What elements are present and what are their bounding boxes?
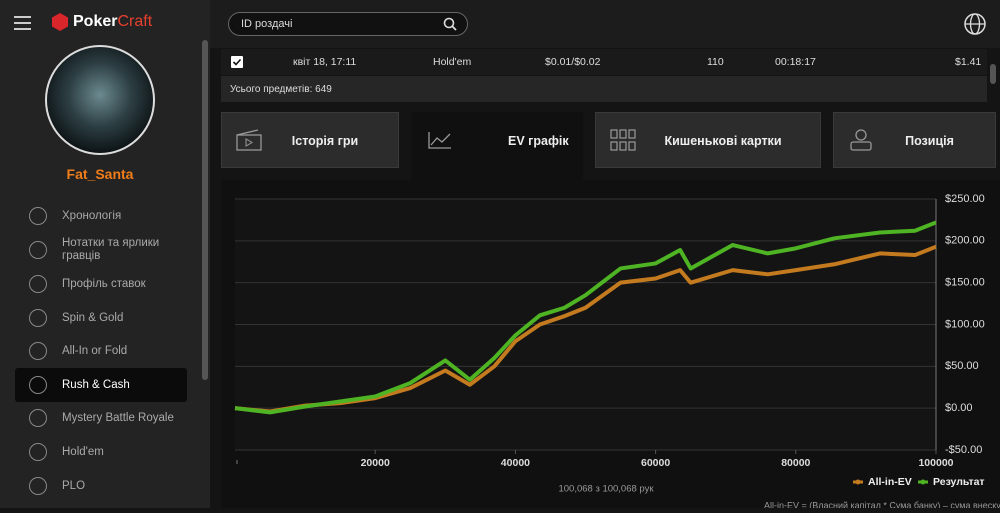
tab[interactable]: Позиція <box>833 112 996 168</box>
nav-item[interactable]: Mystery Battle Royale <box>15 401 187 435</box>
legend-label: Результат <box>933 476 985 488</box>
nav-item[interactable]: Хронологія <box>15 199 187 233</box>
nav-label: Профіль ставок <box>62 277 146 290</box>
scrollbar[interactable] <box>202 40 208 380</box>
search-placeholder: ID роздачі <box>241 18 293 30</box>
avatar <box>45 45 155 155</box>
y-tick-label: -$50.00 <box>945 444 982 456</box>
nav-label: Хронологія <box>62 209 122 222</box>
nav-label: Нотатки та ярлики гравців <box>62 237 160 262</box>
legend-swatch <box>855 479 861 485</box>
hand-counter: 100,068 з 100,068 рук <box>558 484 654 495</box>
logo-product: Craft <box>117 13 153 30</box>
nav-icon <box>29 207 47 225</box>
nav-icon <box>29 409 47 427</box>
menu-icon[interactable] <box>14 15 32 31</box>
y-tick-label: $250.00 <box>945 193 985 205</box>
tab-label: EV графік <box>508 134 569 148</box>
nav-item[interactable]: Spin & Gold <box>15 301 187 335</box>
search-icon[interactable] <box>443 17 457 31</box>
x-tick-label: 40000 <box>501 457 530 469</box>
nav-item[interactable]: Rush & Cash <box>15 368 187 402</box>
y-tick-label: $150.00 <box>945 277 985 289</box>
y-tick-label: $100.00 <box>945 318 985 330</box>
cell: $1.41 <box>955 56 982 68</box>
nav-icon <box>29 342 47 360</box>
nav-item[interactable]: Hold'em <box>15 435 187 469</box>
nav-icon <box>29 477 47 495</box>
nav-icon <box>29 275 47 293</box>
legend-label: All-in-EV <box>868 476 912 488</box>
tab[interactable]: Історія гри <box>221 112 399 168</box>
nav-label: PLO <box>62 479 86 492</box>
nav-icon <box>29 241 47 259</box>
footnote: All-in-EV = (Власний капітал * Сума банк… <box>764 500 1000 508</box>
legend-swatch <box>920 479 926 485</box>
cell: $0.01/$0.02 <box>545 56 601 68</box>
cell: Hold'em <box>433 56 472 68</box>
logo-icon <box>52 13 68 31</box>
nav-icon <box>29 376 47 394</box>
x-tick-label: 100000 <box>918 457 953 469</box>
username: Fat_Santa <box>66 166 134 182</box>
logo: PokerCraft <box>73 13 152 31</box>
nav-icon <box>29 443 47 461</box>
total-count: Усього предметів: 649 <box>230 84 332 95</box>
chart-panel: $250.00 $200.00 $150.00 $100.00 $50.00 $0.00 -… <box>221 180 1000 510</box>
chart: $250.00 $200.00 $150.00 $100.00 $50.00 $0.00 -… <box>234 193 1000 510</box>
scrollbar[interactable] <box>990 64 996 84</box>
tab-icon <box>428 132 451 149</box>
cell: 00:18:17 <box>775 56 816 68</box>
y-tick-label: $200.00 <box>945 235 985 247</box>
tab-label: Позиція <box>905 134 954 148</box>
tab[interactable]: EV графік <box>411 112 583 180</box>
tab-label: Кишенькові картки <box>664 134 782 148</box>
nav-label: Spin & Gold <box>62 311 124 324</box>
cell: 110 <box>707 56 724 68</box>
checkbox[interactable] <box>231 56 243 68</box>
tab[interactable]: Кишенькові картки <box>595 112 821 168</box>
globe-icon[interactable] <box>963 12 987 36</box>
y-tick-label: $0.00 <box>945 402 973 414</box>
nav-label: Mystery Battle Royale <box>62 411 174 424</box>
logo-brand: Poker <box>73 13 118 30</box>
x-tick-label: 60000 <box>641 457 670 469</box>
table-row[interactable]: квіт 18, 17:11 Hold'em $0.01/$0.02 110 0… <box>221 49 987 75</box>
cell: квіт 18, 17:11 <box>293 56 357 68</box>
nav-icon <box>29 309 47 327</box>
y-tick-label: $50.00 <box>945 360 979 372</box>
x-tick-label: 80000 <box>781 457 810 469</box>
tab-icon <box>610 129 636 151</box>
tab-icon <box>850 129 872 151</box>
nav-label: All-In or Fold <box>62 344 128 357</box>
series-line <box>234 220 937 415</box>
x-tick-label: 20000 <box>361 457 390 469</box>
search-box[interactable]: ID роздачі <box>228 12 468 36</box>
nav-item[interactable]: Нотатки та ярлики гравців <box>15 233 187 267</box>
table-footer: Усього предметів: 649 <box>221 76 987 102</box>
nav-item[interactable]: All-In or Fold <box>15 334 187 368</box>
nav-label: Hold'em <box>62 445 104 458</box>
nav-item[interactable]: PLO <box>15 469 187 503</box>
tab-label: Історія гри <box>291 134 359 148</box>
nav-item[interactable]: Профіль ставок <box>15 267 187 301</box>
sidebar: PokerCraft Fat_Santa Хронологія Нотатки т… <box>0 0 210 508</box>
tab-icon <box>236 129 262 151</box>
nav-label: Rush & Cash <box>62 378 130 391</box>
